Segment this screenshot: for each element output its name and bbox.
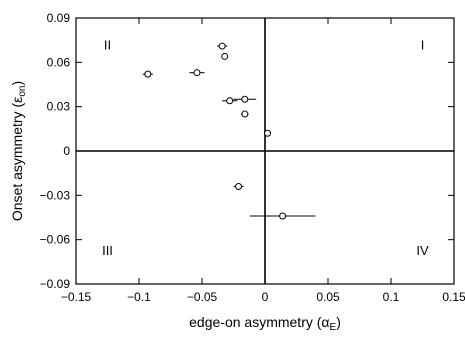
data-point xyxy=(221,52,229,60)
data-point xyxy=(241,95,249,103)
data-point xyxy=(235,182,243,190)
y-axis-label: Onset asymmetry (εon) xyxy=(9,81,28,221)
data-point xyxy=(218,42,226,50)
x-tick-label: 0.05 xyxy=(316,290,340,304)
x-axis-label-sub: E xyxy=(330,322,337,333)
x-axis-label: edge-on asymmetry (αE) xyxy=(189,314,341,333)
y-tick-label: 0.09 xyxy=(47,11,71,25)
data-point xyxy=(144,70,152,78)
quadrant-label: II xyxy=(104,38,111,53)
data-point xyxy=(226,97,234,105)
y-tick-label: −0.03 xyxy=(40,188,71,202)
y-axis-label-main: Onset asymmetry (ε xyxy=(9,97,25,221)
x-tick-label: −0.1 xyxy=(127,290,151,304)
x-tick-label: 0 xyxy=(262,290,269,304)
y-axis-label-sub: on xyxy=(17,86,28,97)
quadrant-label: IV xyxy=(416,243,429,258)
y-axis-label-close: ) xyxy=(9,81,25,86)
y-tick-label: 0 xyxy=(63,144,70,158)
quadrant-label: I xyxy=(421,38,425,53)
x-tick-label: −0.15 xyxy=(61,290,92,304)
data-point xyxy=(279,212,287,220)
y-tick-label: 0.03 xyxy=(47,100,71,114)
data-point xyxy=(241,110,249,118)
x-tick-label: −0.05 xyxy=(187,290,218,304)
x-axis-label-main: edge-on asymmetry (α xyxy=(189,314,329,330)
quadrant-label: III xyxy=(102,243,113,258)
x-axis-label-close: ) xyxy=(336,314,341,330)
data-points xyxy=(142,42,316,220)
x-tick-label: 0.15 xyxy=(442,290,465,304)
y-tick-label: 0.06 xyxy=(47,55,71,69)
x-tick-label: 0.1 xyxy=(383,290,400,304)
y-tick-label: −0.09 xyxy=(40,277,71,291)
axis-ticks: −0.15 −0.1 −0.05 0 0.05 0.1 0.15 −0.09 −0.06 −0.0… xyxy=(40,11,465,304)
data-point xyxy=(264,129,272,137)
y-tick-label: −0.06 xyxy=(40,233,71,247)
data-point xyxy=(193,69,201,77)
zero-lines xyxy=(76,18,454,284)
